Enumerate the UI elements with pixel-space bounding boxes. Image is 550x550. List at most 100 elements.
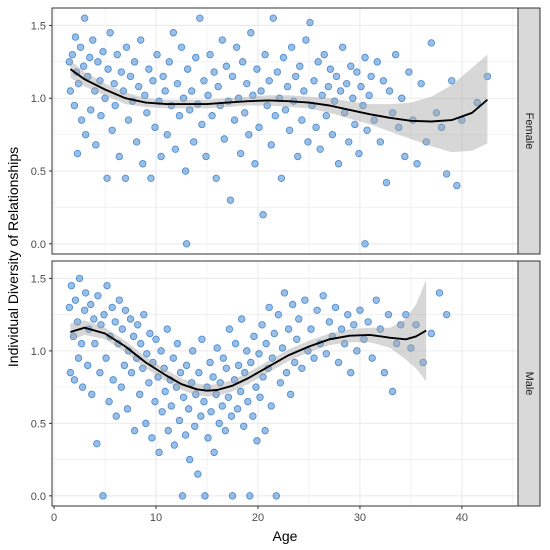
data-point [398,95,405,102]
data-point [82,131,89,138]
data-point [274,69,281,76]
data-point [124,406,131,413]
data-point [101,311,108,318]
data-point [303,37,310,44]
data-point [374,59,381,66]
data-point [190,139,197,146]
data-point [133,139,140,146]
data-point [147,330,154,337]
data-point [72,297,79,304]
data-point [228,413,235,420]
data-point [199,121,206,128]
data-point [243,80,250,87]
data-point [202,493,209,500]
data-point [362,241,369,248]
data-point [448,77,455,84]
data-point [321,51,328,58]
data-point [150,77,157,84]
data-point [113,413,120,420]
data-point [116,297,123,304]
data-point [81,307,88,314]
data-point [98,112,105,119]
data-point [235,362,242,369]
data-point [358,83,365,90]
data-point [325,83,332,90]
data-point [383,179,390,186]
data-point [428,40,435,47]
data-point [237,150,244,157]
data-point [172,146,179,153]
data-point [311,355,318,362]
data-point [226,326,233,333]
data-point [246,131,253,138]
data-point [68,282,75,289]
data-point [315,59,322,66]
data-point [170,29,177,36]
data-point [146,379,153,386]
data-point [199,336,206,343]
data-point [110,377,117,384]
data-point [221,136,228,143]
data-point [211,69,218,76]
data-point [170,355,177,362]
data-point [207,359,214,366]
y-tick-label: 0.5 [31,418,46,430]
data-point [323,350,330,357]
data-point [77,44,84,51]
data-point [317,146,324,153]
data-point [252,160,259,167]
data-point [76,275,83,282]
data-point [106,398,113,405]
data-point [285,326,292,333]
data-point [225,394,232,401]
data-point [74,150,81,157]
data-point [159,408,166,415]
data-point [84,362,91,369]
x-axis: 0 10 20 30 40 [51,506,468,524]
data-point [78,340,85,347]
data-point [95,292,102,299]
data-point [365,319,372,326]
data-point [118,69,125,76]
data-point [369,355,376,362]
data-point [232,340,239,347]
data-point [296,63,303,70]
data-point [443,311,450,318]
data-point [238,316,245,323]
data-point [152,124,159,131]
data-point [263,340,270,347]
data-point [243,348,250,355]
data-point [89,37,96,44]
data-point [389,388,396,395]
data-point [278,175,285,182]
data-point [293,336,300,343]
data-point [111,80,118,87]
data-point [214,345,221,352]
data-point [205,92,212,99]
data-point [257,394,264,401]
data-point [118,384,125,391]
y-tick-label: 0.0 [31,239,46,251]
data-point [299,117,306,124]
data-point [356,150,363,157]
data-point [178,44,185,51]
data-point [351,321,358,328]
data-point [123,44,130,51]
data-point [314,307,321,314]
data-point [275,311,282,318]
data-point [253,384,260,391]
data-point [223,63,230,70]
y-tick-label: 1.0 [31,93,46,105]
data-point [87,301,94,308]
data-point [357,307,364,314]
data-point [339,44,346,51]
data-point [168,403,175,410]
data-point [220,355,227,362]
data-point [222,427,229,434]
data-point [185,406,192,413]
data-point [171,442,178,449]
data-point [164,131,171,138]
data-point [344,311,351,318]
data-point [347,369,354,376]
